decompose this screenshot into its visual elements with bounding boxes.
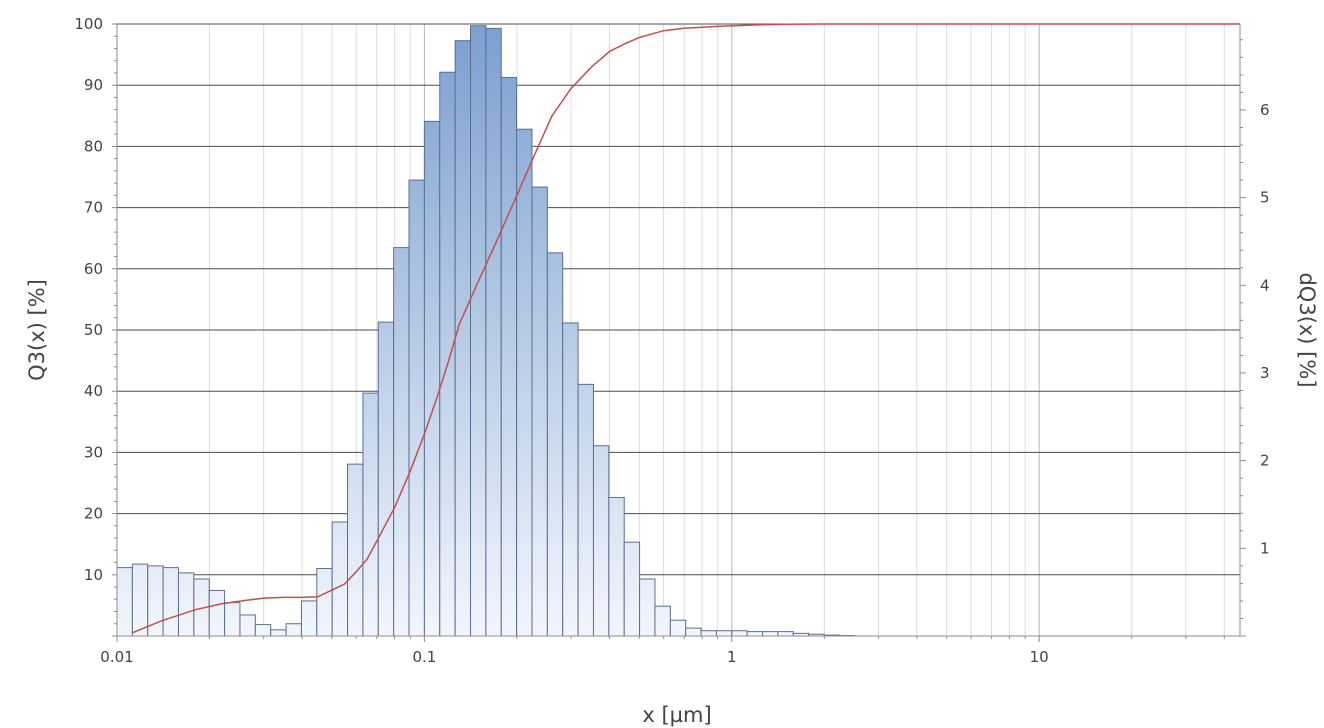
y-tick-label: 100: [74, 15, 103, 33]
histogram-bar: [300, 600, 318, 637]
y2-axis-title: dQ3(x) [%]: [1295, 272, 1319, 387]
histogram-bar: [208, 589, 226, 637]
y-tick-label: 30: [84, 443, 103, 461]
histogram-bar: [577, 383, 594, 637]
histogram-bar: [516, 128, 533, 637]
histogram-bar: [746, 631, 764, 637]
histogram-bars: [116, 25, 856, 637]
histogram-bar: [608, 496, 625, 637]
histogram-bar: [316, 567, 333, 637]
y-tick-label: 90: [84, 76, 103, 94]
y-tick-label: 10: [84, 566, 103, 584]
histogram-bar: [639, 578, 656, 637]
x-axis-title: x [µm]: [642, 703, 711, 727]
histogram-bar: [377, 321, 395, 637]
histogram-bar: [531, 186, 548, 637]
y-axis-title: Q3(x) [%]: [25, 279, 49, 381]
histogram-bar: [362, 392, 379, 637]
histogram-bar: [408, 179, 425, 637]
x-tick-label: 0.1: [412, 648, 436, 666]
histogram-bar: [485, 27, 502, 637]
grid-lines: [116, 23, 1240, 636]
histogram-bar: [685, 627, 702, 637]
histogram-bar: [715, 630, 733, 637]
cumulative-line: [131, 23, 1240, 634]
histogram-bar: [116, 567, 133, 637]
histogram-bar: [762, 631, 779, 637]
histogram-bar: [131, 563, 149, 637]
histogram-bar: [439, 71, 456, 637]
histogram-bar: [669, 619, 687, 637]
tick-labels: 0.01 0.1 1 10 10 20 30 40 50 60 70 80 90 100 1 2 3 4 5 6: [74, 15, 1269, 666]
histogram-bar: [454, 40, 472, 637]
histogram-bar: [331, 521, 349, 637]
y2-tick-label: 4: [1260, 276, 1270, 294]
histogram-bar: [731, 630, 748, 637]
y-tick-label: 70: [84, 199, 103, 217]
x-tick-label: 0.01: [100, 648, 133, 666]
histogram-bar: [347, 463, 364, 637]
histogram-bar: [562, 322, 579, 637]
x-tick-label: 1: [727, 648, 737, 666]
histogram-bar: [285, 623, 302, 637]
cumulative-curve: [131, 23, 1240, 634]
y2-tick-label: 2: [1260, 452, 1270, 470]
histogram-bar: [654, 605, 671, 637]
axes: [112, 23, 1246, 642]
y2-tick-label: 3: [1260, 364, 1270, 382]
y2-tick-label: 5: [1260, 189, 1270, 207]
y2-tick-label: 6: [1260, 101, 1270, 119]
histogram-bar: [239, 614, 256, 637]
histogram-bar: [177, 572, 195, 637]
y-tick-label: 60: [84, 260, 103, 278]
histogram-bar: [162, 567, 179, 637]
y-tick-label: 80: [84, 137, 103, 155]
histogram-bar: [393, 247, 410, 637]
histogram-bar: [224, 602, 241, 637]
histogram-bar: [254, 624, 272, 637]
histogram-bar: [500, 76, 518, 637]
y2-tick-label: 1: [1260, 539, 1270, 557]
histogram-bar: [700, 630, 717, 637]
histogram-bar: [546, 252, 564, 637]
y-tick-label: 20: [84, 505, 103, 523]
y-tick-label: 40: [84, 382, 103, 400]
histogram-bar: [592, 445, 610, 637]
histogram-bar: [423, 120, 441, 637]
y-tick-label: 50: [84, 321, 103, 339]
histogram-bar: [777, 631, 794, 637]
histogram-bar: [470, 25, 487, 637]
x-tick-label: 10: [1030, 648, 1049, 666]
histogram-bar: [623, 541, 641, 637]
histogram-bar: [270, 629, 287, 637]
